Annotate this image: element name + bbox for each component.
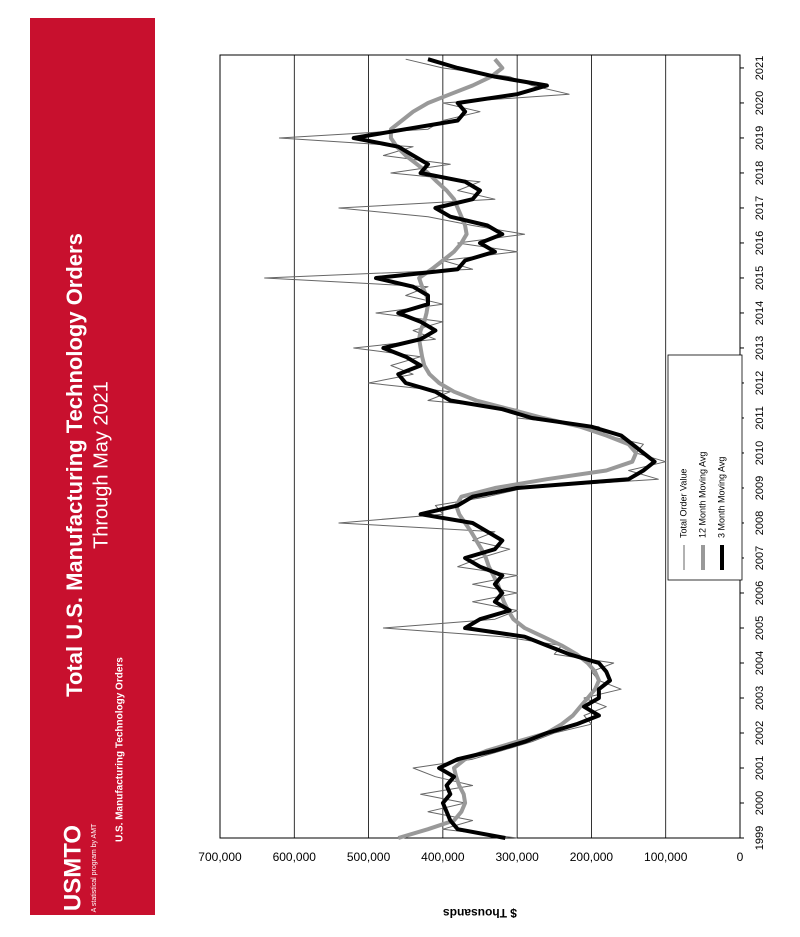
x-tick-label: 2004 bbox=[754, 651, 766, 675]
series-line bbox=[264, 58, 667, 839]
x-tick-label: 2000 bbox=[754, 791, 766, 815]
x-tick-label: 1999 bbox=[754, 826, 766, 850]
y-tick-label: 0 bbox=[737, 850, 744, 864]
y-tick-label: 300,000 bbox=[495, 850, 539, 864]
series-line bbox=[351, 57, 657, 840]
x-tick-label: 2010 bbox=[754, 441, 766, 465]
legend-label: 12 Month Moving Avg bbox=[697, 452, 707, 538]
banner-subtitle: Through May 2021 bbox=[90, 381, 112, 549]
logo-tagline: A statistical program by AMT bbox=[91, 823, 98, 912]
y-axis-title: $ Thousands bbox=[443, 906, 517, 920]
x-tick-label: 2009 bbox=[754, 476, 766, 500]
x-tick-label: 2015 bbox=[754, 266, 766, 290]
plot-frame bbox=[219, 54, 741, 839]
x-tick-label: 2005 bbox=[754, 616, 766, 640]
banner bbox=[30, 18, 155, 915]
x-tick-label: 2017 bbox=[754, 196, 766, 220]
x-tick-label: 2007 bbox=[754, 546, 766, 570]
y-tick-label: 200,000 bbox=[570, 850, 614, 864]
banner-title: Total U.S. Manufacturing Technology Orde… bbox=[62, 233, 87, 697]
x-tick-label: 2019 bbox=[754, 126, 766, 150]
x-tick-label: 2014 bbox=[754, 301, 766, 325]
y-tick-label: 700,000 bbox=[198, 850, 242, 864]
x-tick-label: 2020 bbox=[754, 91, 766, 115]
y-tick-label: 600,000 bbox=[273, 850, 317, 864]
x-tick-label: 2008 bbox=[754, 511, 766, 535]
x-tick-label: 2006 bbox=[754, 581, 766, 605]
legend-label: 3 Month Moving Avg bbox=[716, 457, 726, 538]
x-tick-label: 2016 bbox=[754, 231, 766, 255]
x-tick-label: 2018 bbox=[754, 161, 766, 185]
legend-label: Total Order Value bbox=[678, 469, 688, 538]
x-tick-label: 2003 bbox=[754, 686, 766, 710]
logo: USMTO bbox=[59, 825, 86, 911]
series-line bbox=[388, 57, 638, 840]
x-tick-label: 2002 bbox=[754, 721, 766, 745]
x-tick-label: 2012 bbox=[754, 371, 766, 395]
y-tick-label: 400,000 bbox=[421, 850, 465, 864]
x-tick-label: 2013 bbox=[754, 336, 766, 360]
x-tick-label: 2011 bbox=[754, 406, 766, 430]
x-tick-label: 2001 bbox=[754, 756, 766, 780]
y-tick-label: 500,000 bbox=[347, 850, 391, 864]
legend-box bbox=[667, 354, 743, 581]
y-tick-label: 100,000 bbox=[644, 850, 688, 864]
program-name: U.S. Manufacturing Technology Orders bbox=[115, 657, 126, 842]
x-tick-label: 2021 bbox=[754, 56, 766, 80]
